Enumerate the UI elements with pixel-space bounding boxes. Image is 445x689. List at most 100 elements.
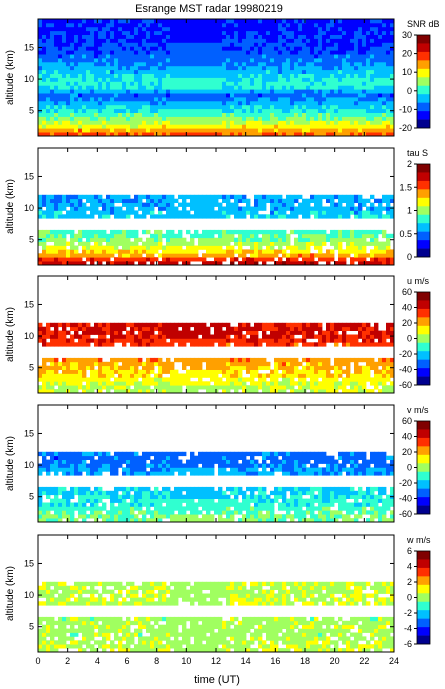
heatmap-cell bbox=[242, 326, 247, 331]
heatmap-cell bbox=[106, 253, 111, 258]
heatmap-cell bbox=[178, 54, 183, 59]
heatmap-cell bbox=[110, 19, 115, 24]
heatmap-cell bbox=[306, 30, 311, 35]
heatmap-cell bbox=[42, 58, 47, 63]
heatmap-cell bbox=[170, 202, 175, 207]
heatmap-cell bbox=[302, 73, 307, 78]
heatmap-cell bbox=[162, 377, 167, 382]
heatmap-cell bbox=[50, 338, 55, 343]
heatmap-cell bbox=[130, 34, 135, 39]
heatmap-cell bbox=[218, 50, 223, 55]
heatmap-cell bbox=[46, 69, 51, 74]
heatmap-cell bbox=[358, 85, 363, 90]
heatmap-cell bbox=[370, 237, 375, 242]
heatmap-cell bbox=[182, 65, 187, 71]
heatmap-cell bbox=[174, 128, 179, 133]
heatmap-cell bbox=[78, 81, 83, 86]
heatmap-cell bbox=[270, 241, 275, 246]
heatmap-cell bbox=[270, 19, 275, 24]
heatmap-cell bbox=[106, 85, 111, 90]
heatmap-cell bbox=[114, 112, 119, 117]
heatmap-cell bbox=[234, 26, 239, 32]
heatmap-cell bbox=[302, 338, 307, 343]
heatmap-cell bbox=[258, 58, 263, 63]
heatmap-cell bbox=[202, 22, 207, 28]
heatmap-cell bbox=[326, 54, 331, 59]
heatmap-cell bbox=[82, 202, 87, 207]
heatmap-cell bbox=[338, 77, 343, 82]
heatmap-cell bbox=[330, 54, 335, 59]
heatmap-cell bbox=[274, 61, 279, 67]
heatmap-cell bbox=[118, 104, 123, 110]
heatmap-cell bbox=[314, 261, 319, 266]
heatmap-cell bbox=[162, 42, 167, 47]
heatmap-cell bbox=[234, 342, 239, 347]
heatmap-cell bbox=[222, 69, 227, 74]
heatmap-cell bbox=[142, 65, 147, 71]
heatmap-cell bbox=[46, 245, 51, 250]
heatmap-cell bbox=[262, 50, 267, 55]
heatmap-cell bbox=[386, 241, 391, 246]
heatmap-cell bbox=[338, 322, 343, 328]
heatmap-cell bbox=[346, 338, 351, 343]
heatmap-cell bbox=[314, 46, 319, 51]
heatmap-cell bbox=[238, 233, 243, 239]
heatmap-cell bbox=[358, 120, 363, 125]
heatmap-cell bbox=[354, 198, 359, 203]
heatmap-cell bbox=[42, 61, 47, 67]
heatmap-cell bbox=[174, 85, 179, 90]
heatmap-cell bbox=[338, 261, 343, 266]
heatmap-cell bbox=[270, 42, 275, 47]
heatmap-cell bbox=[182, 132, 187, 137]
heatmap-cell bbox=[110, 73, 115, 78]
heatmap-cell bbox=[74, 65, 79, 71]
heatmap-cell bbox=[86, 198, 91, 203]
heatmap-cell bbox=[62, 214, 67, 219]
colorbar-segment bbox=[417, 94, 430, 103]
heatmap-cell bbox=[42, 34, 47, 39]
heatmap-cell bbox=[70, 338, 75, 343]
heatmap-cells bbox=[38, 322, 395, 394]
heatmap-cell bbox=[42, 50, 47, 55]
heatmap-cell bbox=[242, 334, 247, 339]
heatmap-cell bbox=[42, 77, 47, 82]
heatmap-cell bbox=[250, 326, 255, 331]
heatmap-cell bbox=[50, 330, 55, 335]
heatmap-cell bbox=[118, 81, 123, 86]
heatmap-cell bbox=[174, 257, 179, 262]
heatmap-cell bbox=[326, 69, 331, 74]
heatmap-cell bbox=[38, 46, 43, 51]
heatmap-cell bbox=[306, 261, 311, 266]
heatmap-cell bbox=[106, 261, 111, 266]
heatmap-cell bbox=[338, 338, 343, 343]
heatmap-cell bbox=[214, 120, 219, 125]
heatmap-cell bbox=[278, 373, 283, 378]
heatmap-cell bbox=[218, 93, 223, 98]
heatmap-cell bbox=[378, 73, 383, 78]
heatmap-cell bbox=[226, 206, 231, 211]
heatmap-cell bbox=[214, 50, 219, 55]
heatmap-cell bbox=[278, 245, 283, 250]
heatmap-cell bbox=[122, 229, 127, 235]
heatmap-cell bbox=[286, 369, 291, 374]
heatmap-cell bbox=[222, 210, 227, 215]
heatmap-cell bbox=[154, 85, 159, 90]
heatmap-cell bbox=[130, 249, 135, 254]
heatmap-cell bbox=[198, 38, 203, 43]
heatmap-cell bbox=[286, 112, 291, 117]
heatmap-cell bbox=[318, 206, 323, 211]
heatmap-cell bbox=[150, 30, 155, 35]
heatmap-cell bbox=[82, 26, 87, 32]
heatmap-cell bbox=[158, 389, 163, 394]
heatmap-cell bbox=[142, 108, 147, 113]
heatmap-cell bbox=[106, 198, 111, 203]
heatmap-cell bbox=[198, 85, 203, 90]
heatmap-cell bbox=[154, 257, 159, 262]
heatmap-cell bbox=[234, 69, 239, 74]
heatmap-cell bbox=[294, 73, 299, 78]
heatmap-cell bbox=[290, 261, 295, 266]
heatmap-cell bbox=[58, 210, 63, 215]
heatmap-cell bbox=[46, 389, 51, 394]
heatmap-cell bbox=[342, 34, 347, 39]
heatmap-cell bbox=[350, 237, 355, 242]
